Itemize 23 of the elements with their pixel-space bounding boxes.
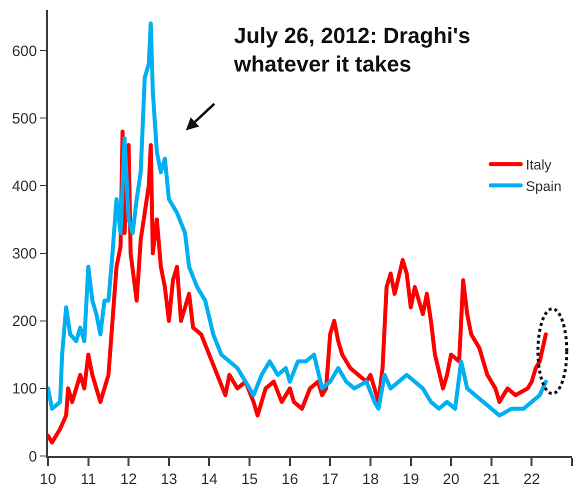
y-tick-label: 200: [12, 313, 37, 330]
annotation: July 26, 2012: Draghi's whatever it takes: [233, 23, 470, 77]
y-tick-label: 300: [12, 246, 37, 263]
x-tick-label: 21: [483, 471, 500, 488]
x-tick-label: 17: [322, 471, 338, 488]
x-tick-label: 20: [442, 471, 460, 488]
x-tick-label: 18: [362, 471, 379, 488]
x-tick-label: 22: [523, 471, 540, 488]
x-tick-label: 14: [200, 471, 218, 488]
x-tick-label: 16: [282, 471, 298, 488]
x-tick-label: 13: [160, 471, 178, 488]
y-tick-label: 400: [12, 178, 37, 195]
y-tick-label: 600: [12, 42, 37, 60]
y-tick-label: 0: [28, 448, 37, 466]
x-tick-label: 12: [120, 471, 137, 488]
x-tick-label: 10: [40, 471, 56, 488]
y-tick-label: 100: [12, 380, 37, 398]
y-tick-label: 500: [12, 110, 37, 128]
x-tick-label: 11: [80, 471, 96, 488]
x-tick-label: 15: [241, 471, 258, 488]
x-tick-label: 19: [402, 471, 420, 488]
legend-label: Spain: [526, 178, 562, 194]
legend-label: Italy: [526, 156, 552, 173]
